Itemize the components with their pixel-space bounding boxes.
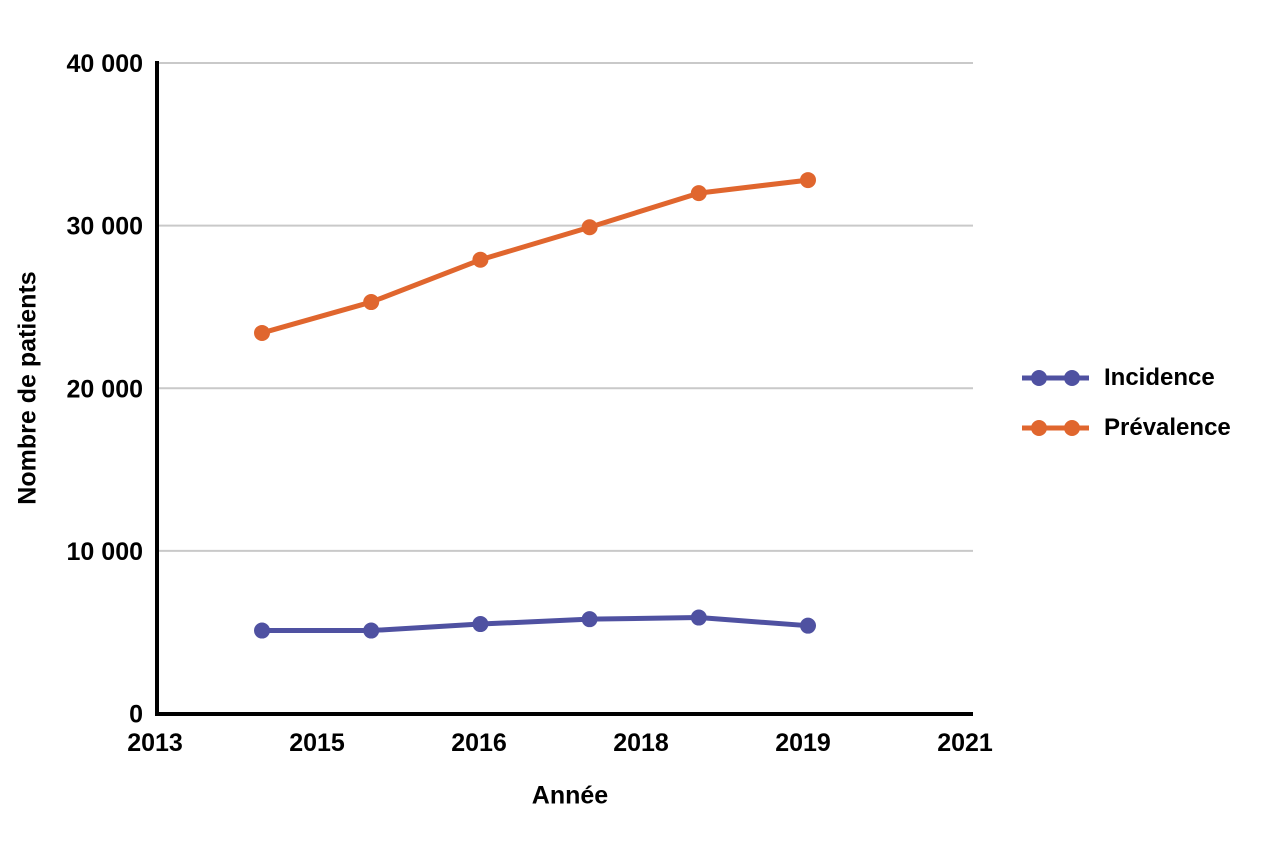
x-axis-title: Année xyxy=(531,781,609,810)
incidence-data-point xyxy=(363,622,380,639)
y-tick-label: 20 000 xyxy=(67,375,143,403)
legend-dot xyxy=(1064,420,1080,436)
prévalence-data-point xyxy=(472,251,489,268)
prévalence-data-point xyxy=(254,324,270,341)
incidence-legend-swatch xyxy=(1022,370,1089,386)
prevalence-legend-swatch xyxy=(1022,420,1089,436)
incidence-data-point xyxy=(581,611,598,628)
x-tick-label: 2019 xyxy=(775,729,831,757)
incidence-data-point xyxy=(254,622,270,639)
y-tick-label: 10 000 xyxy=(67,538,143,566)
prevalence-legend-label: Prévalence xyxy=(1104,414,1231,441)
legend-dot xyxy=(1031,370,1047,386)
prévalence-data-point xyxy=(581,219,598,236)
incidence-data-point xyxy=(690,609,707,626)
incidence-data-point xyxy=(800,617,816,634)
y-tick-label: 0 xyxy=(129,701,143,729)
incidence-line xyxy=(259,615,811,634)
x-tick-label: 2013 xyxy=(127,729,183,757)
legend-item-incidence: Incidence xyxy=(1022,364,1231,392)
legend-item-prevalence: Prévalence xyxy=(1022,414,1231,442)
prévalence-data-point xyxy=(363,294,380,311)
prévalence-data-point xyxy=(800,172,816,189)
legend-dot xyxy=(1031,420,1047,436)
x-tick-label: 2021 xyxy=(937,729,993,757)
x-tick-label: 2016 xyxy=(451,729,507,757)
x-tick-label: 2015 xyxy=(289,729,345,757)
y-tick-label: 40 000 xyxy=(67,50,143,78)
incidence-legend-label: Incidence xyxy=(1104,364,1215,391)
x-tick-label: 2018 xyxy=(613,729,669,757)
y-axis-title: Nombre de patients xyxy=(13,271,42,505)
prévalence-data-point xyxy=(690,185,707,202)
y-tick-label: 30 000 xyxy=(67,213,143,241)
incidence-data-point xyxy=(472,616,489,633)
legend: Incidence Prévalence xyxy=(1022,364,1231,464)
legend-dot xyxy=(1064,370,1080,386)
prévalence-line xyxy=(259,177,811,336)
